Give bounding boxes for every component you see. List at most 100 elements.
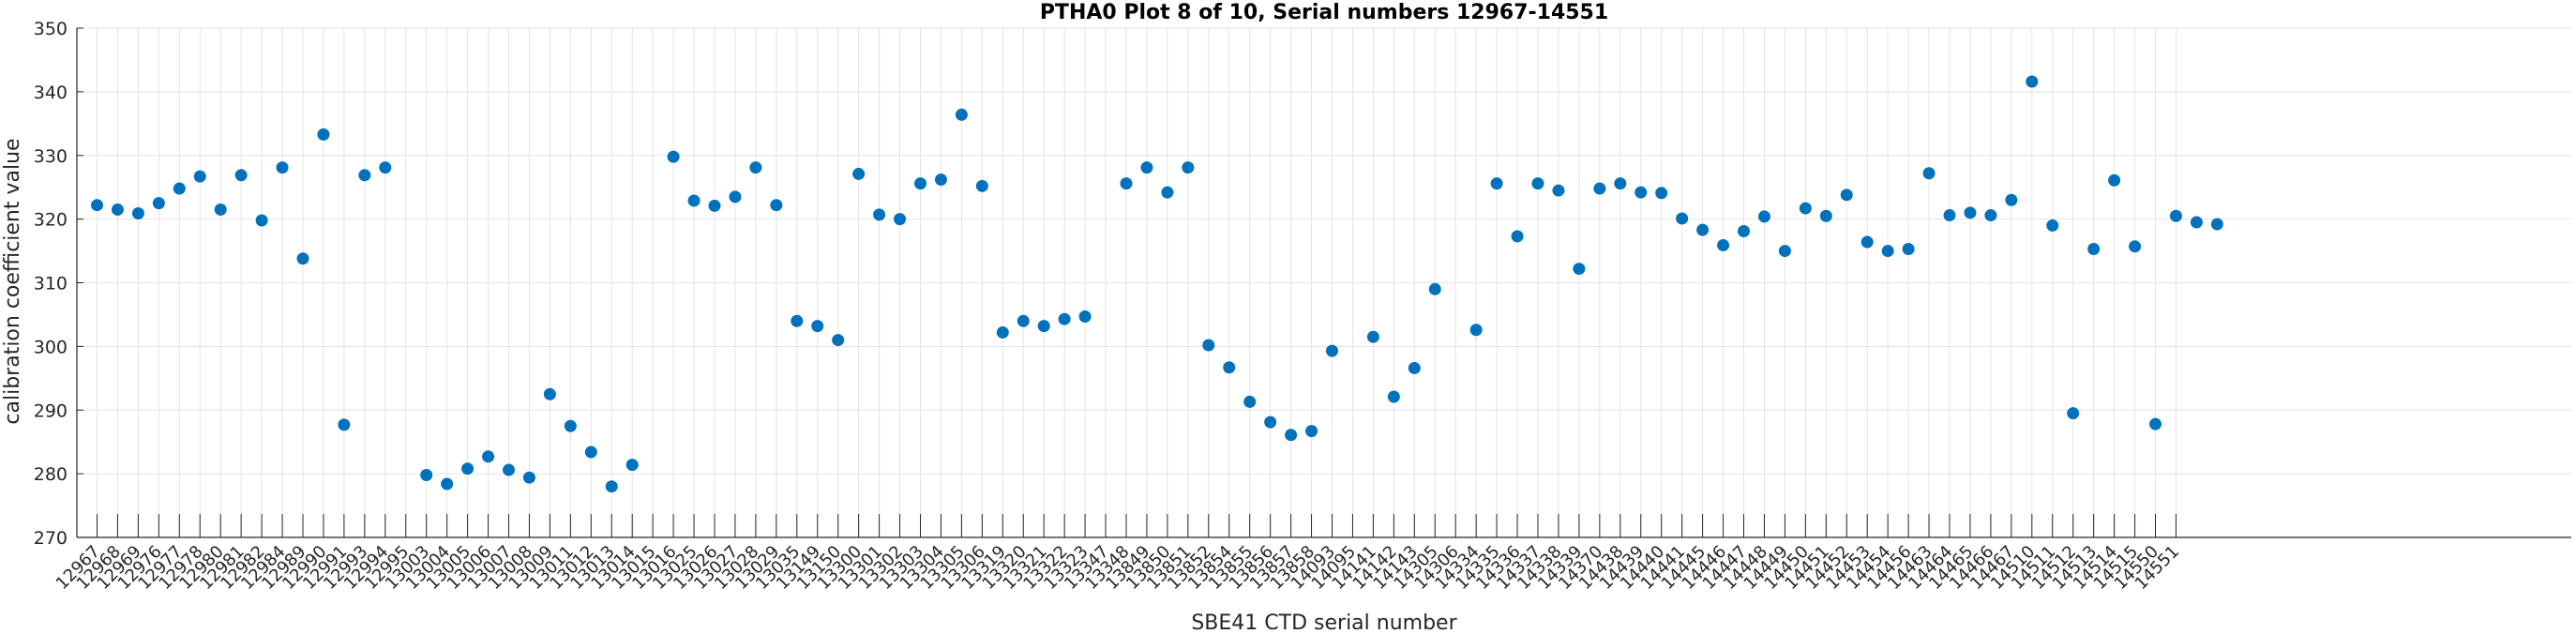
data-point: [1264, 415, 1277, 429]
data-point: [503, 463, 515, 476]
data-point: [420, 468, 433, 481]
data-point: [1243, 395, 1257, 408]
y-tick-label: 290: [34, 400, 68, 421]
data-point: [2210, 218, 2223, 231]
data-point: [934, 174, 947, 187]
data-point: [152, 197, 165, 210]
y-tick-label: 350: [34, 19, 68, 39]
data-point: [379, 161, 392, 174]
x-ticks: 1296712968129691297612977129781298012981…: [53, 514, 2183, 594]
data-point: [1552, 184, 1565, 197]
data-point: [1223, 361, 1236, 374]
data-point: [1078, 309, 1092, 323]
data-point: [1860, 235, 1874, 249]
data-point: [1366, 330, 1379, 343]
data-point: [1037, 320, 1050, 333]
data-point: [131, 207, 144, 220]
data-point: [1881, 245, 1894, 258]
y-tick-label: 330: [34, 146, 68, 167]
data-point: [1757, 210, 1770, 223]
grid: [77, 27, 2571, 538]
data-point: [2046, 219, 2059, 232]
data-point: [1511, 230, 1524, 243]
y-tick-label: 300: [34, 337, 68, 357]
data-point: [1717, 238, 1730, 251]
data-point: [832, 334, 845, 347]
data-point: [441, 477, 454, 491]
data-point: [2026, 75, 2039, 88]
data-point: [1573, 263, 1586, 276]
y-axis-label: calibration coefficient value: [1, 138, 24, 424]
y-tick-label: 270: [34, 528, 68, 549]
y-ticks: 270 280 290 300 310 320 330 340 350: [34, 19, 83, 549]
data-point: [111, 203, 124, 216]
data-point: [358, 169, 371, 182]
data-point: [770, 199, 783, 212]
data-point: [255, 214, 268, 227]
data-point: [1902, 243, 1915, 256]
data-point: [1182, 161, 1195, 174]
data-point: [1943, 209, 1956, 222]
data-point: [1696, 223, 1710, 236]
data-point: [791, 314, 804, 327]
data-point: [522, 471, 535, 484]
data-point: [2005, 193, 2018, 206]
data-point: [2129, 240, 2142, 253]
data-point: [338, 418, 351, 431]
data-point: [1058, 312, 1071, 325]
data-point: [1778, 245, 1791, 258]
data-point: [1326, 344, 1338, 357]
chart-title: PTHA0 Plot 8 of 10, Serial numbers 12967…: [1040, 1, 1608, 24]
data-point: [584, 445, 597, 459]
data-point: [749, 161, 762, 174]
data-point: [729, 190, 742, 204]
data-point: [317, 128, 330, 141]
data-point: [1490, 177, 1503, 190]
data-point: [461, 462, 475, 476]
data-point: [873, 208, 886, 221]
data-point: [1819, 209, 1832, 222]
data-point: [1202, 339, 1215, 352]
y-tick-label: 280: [34, 464, 68, 485]
data-point: [975, 179, 988, 192]
data-point: [1305, 425, 1318, 438]
data-point: [687, 194, 700, 207]
data-point: [1614, 177, 1627, 190]
data-point: [955, 108, 968, 121]
data-point: [543, 387, 556, 400]
data-point: [1469, 324, 1483, 337]
data-point: [1634, 186, 1648, 199]
data-point: [996, 325, 1009, 339]
data-point: [1738, 225, 1750, 238]
data-point: [2108, 174, 2121, 187]
data-point: [1428, 282, 1441, 295]
y-tick-label: 320: [34, 210, 68, 231]
data-point: [667, 150, 680, 163]
data-point: [1984, 209, 1997, 222]
data-point: [296, 252, 309, 265]
data-point: [1161, 186, 1174, 199]
data-point: [1285, 429, 1298, 442]
y-tick-label: 340: [34, 83, 68, 103]
data-point: [708, 199, 721, 212]
data-point: [2169, 209, 2182, 222]
data-point: [852, 167, 866, 180]
data-point: [1799, 202, 1812, 215]
data-point: [811, 320, 824, 333]
data-point: [1120, 177, 1133, 190]
data-point: [1655, 187, 1668, 200]
data-point: [482, 450, 495, 463]
data-point: [234, 169, 248, 182]
data-point: [1408, 361, 1421, 374]
data-point: [91, 199, 103, 212]
data-point: [173, 182, 186, 195]
data-point: [1676, 212, 1689, 225]
data-point: [2190, 216, 2203, 229]
data-points: [91, 75, 2223, 493]
data-point: [1840, 189, 1853, 202]
data-point: [894, 213, 907, 226]
data-point: [1017, 314, 1030, 327]
data-point: [193, 170, 206, 183]
data-point: [1387, 390, 1400, 403]
